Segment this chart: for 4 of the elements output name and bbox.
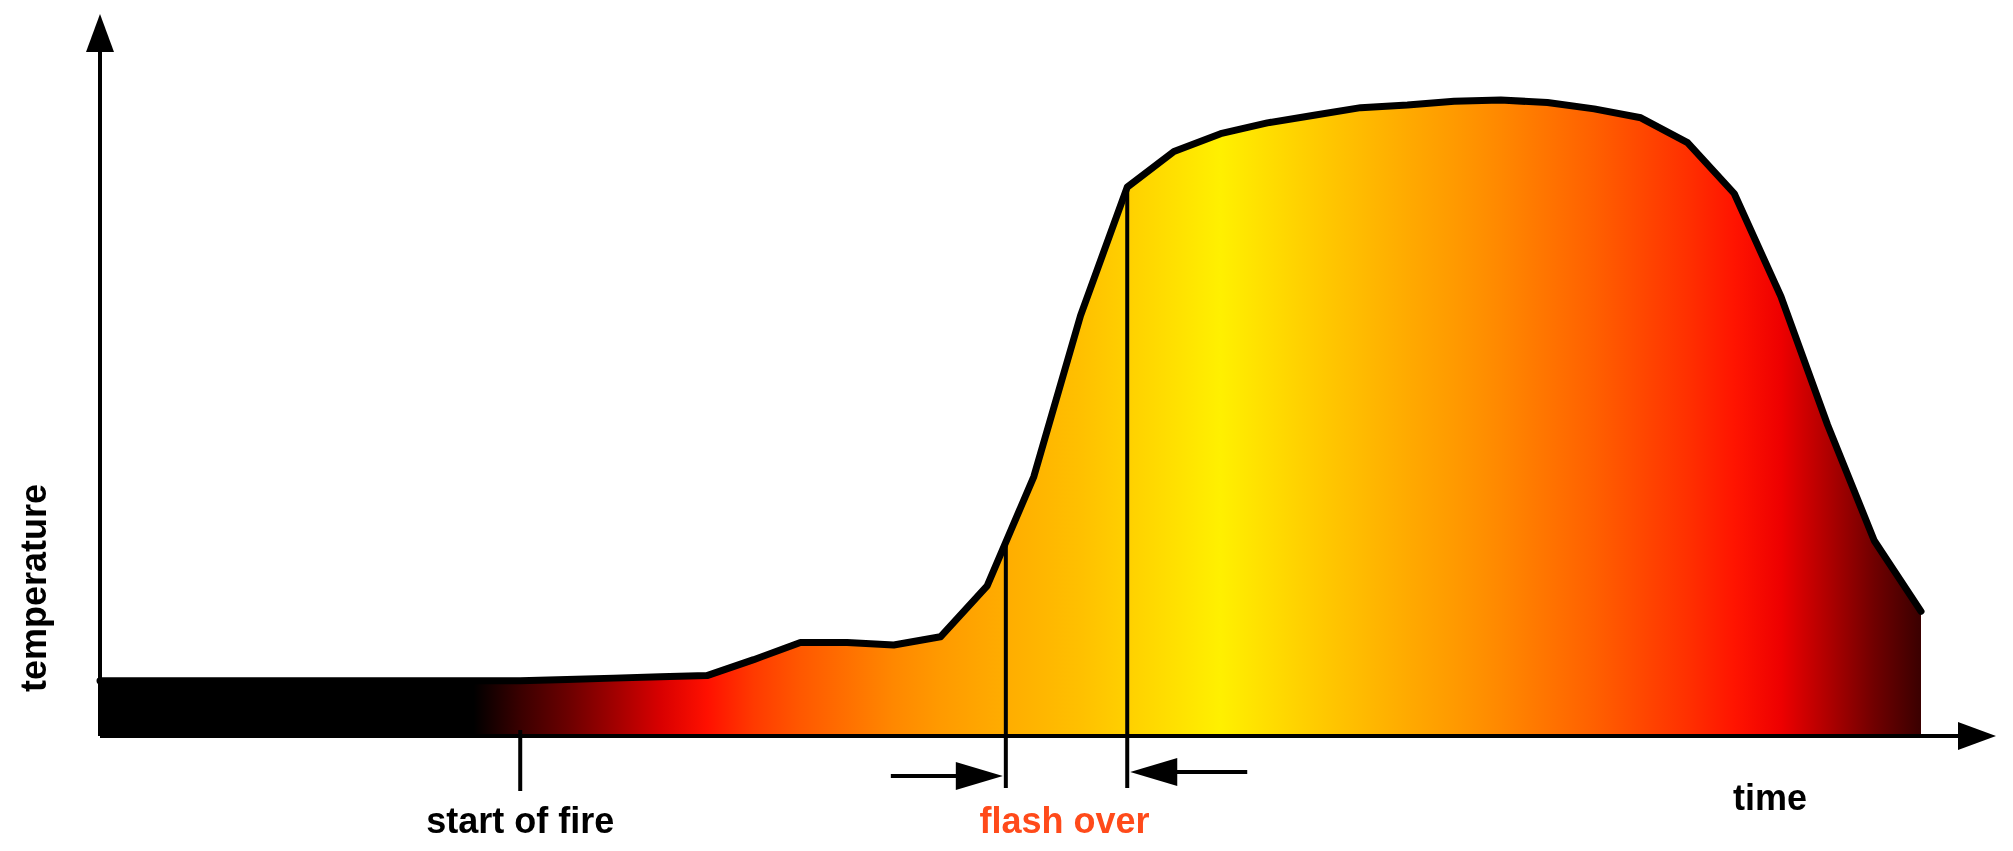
y-axis-title: temperature	[13, 483, 54, 693]
text: flash over	[979, 800, 1150, 841]
text: start of fire	[426, 800, 615, 841]
x-axis-title: time	[1732, 777, 1808, 818]
